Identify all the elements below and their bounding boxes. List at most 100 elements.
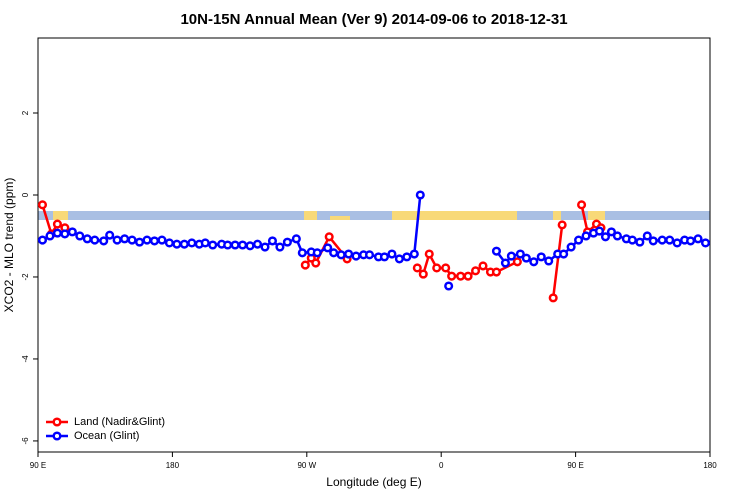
point [491,246,502,256]
point [142,235,152,245]
point [441,263,451,273]
point [491,267,502,277]
point [238,240,248,250]
x-tick-label: 180 [703,461,717,470]
point [67,227,77,237]
point [409,249,419,259]
point [45,231,55,241]
point [463,271,473,281]
x-tick-label: 180 [166,461,180,470]
legend-marker [52,417,62,427]
point [606,227,616,237]
point [112,235,122,245]
y-tick-label: -6 [21,437,30,445]
point [648,236,658,246]
point [82,234,92,244]
plot-frame [37,37,711,453]
y-tick-label: 0 [21,192,30,197]
point [99,236,109,246]
point [657,235,667,245]
x-tick-label: 90 W [297,461,316,470]
y-axis-label: XCO2 - MLO trend (ppm) [2,178,16,313]
point [223,240,233,250]
point [187,238,197,248]
point [600,232,611,242]
point [470,266,481,276]
point [506,251,516,261]
legend-label: Ocean (Glint) [74,430,139,442]
point [447,271,457,281]
point [37,200,48,210]
point [120,234,130,244]
point [208,240,218,250]
point [594,226,605,236]
point [324,232,334,242]
point [515,249,525,259]
point [364,250,375,260]
x-tick-label: 90 E [567,461,583,470]
point [581,231,591,241]
point [635,237,645,247]
point [60,229,70,239]
legend-label: Land (Nadir&Glint) [74,416,165,428]
point [275,242,285,252]
point [149,236,160,246]
map-strip [38,211,710,220]
point [267,236,278,246]
point [512,257,522,267]
point [418,269,428,279]
x-axis-label: Longitude (deg E) [326,475,421,489]
point [172,239,182,249]
x-tick-label: 90 E [30,461,46,470]
point [686,236,696,246]
point [157,235,167,245]
y-tick-label: -2 [21,273,30,281]
point [105,230,115,240]
point [134,237,145,247]
legend-marker [52,431,62,441]
point [577,200,587,210]
point [336,250,346,260]
point [402,252,412,262]
point [297,248,307,258]
point [37,235,48,245]
point [282,237,292,247]
point [52,228,62,238]
point [693,234,703,244]
point [424,249,434,259]
point [627,235,637,245]
point [559,249,569,259]
point [387,249,397,259]
point [179,239,189,249]
point [312,248,322,258]
chart-title: 10N-15N Annual Mean (Ver 9) 2014-09-06 t… [180,11,567,28]
point [300,260,310,270]
point [90,235,100,245]
point [394,254,404,264]
point [500,258,510,268]
point [52,219,62,229]
point [75,231,85,241]
point [665,235,675,245]
point [529,257,539,267]
point [444,281,454,291]
point [260,242,270,252]
point [544,256,554,266]
point [700,238,711,248]
point [230,240,240,250]
point [311,258,321,268]
point [379,252,390,262]
point [252,239,263,249]
x-tick-label: 0 [439,461,444,470]
y-tick-label: 2 [21,110,30,115]
point [412,263,422,273]
point [478,261,488,271]
point [432,263,442,273]
point [672,238,682,248]
point [521,253,531,263]
point [536,252,546,262]
point [200,238,210,248]
point [566,242,576,252]
point [642,231,652,241]
